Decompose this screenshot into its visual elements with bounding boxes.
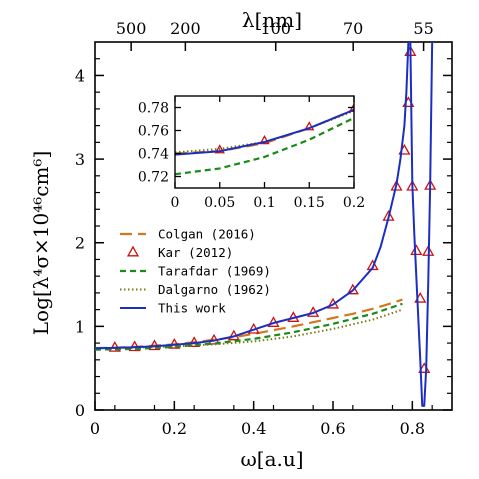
x-tick-label: 0.6 xyxy=(320,419,345,438)
legend-group: Colgan (2016) Kar (2012) Tarafdar (1969) Da… xyxy=(120,227,271,316)
inset-x-tick-label: 0.05 xyxy=(204,195,235,211)
inset-x-tick-label: 0 xyxy=(171,195,180,211)
x-tick-label: 0.2 xyxy=(162,419,187,438)
main-kar-2012-marker xyxy=(108,341,121,352)
inset-group: 0 0.05 0.1 0.15 0.2 0.72 0.74 0.76 0.78 xyxy=(138,95,365,211)
inset-this-work-line xyxy=(175,108,354,156)
inset-x-tick-label: 0.15 xyxy=(294,195,325,211)
main-kar-2012-marker xyxy=(366,259,379,271)
inset-tarafdar-1969-line xyxy=(175,116,354,176)
top-axis-label: λ[nm] xyxy=(242,8,302,32)
inset-kar-2012-marker xyxy=(214,144,225,154)
x-axis-label: ω[a.u] xyxy=(240,447,303,471)
inset-kar-2012-marker xyxy=(304,121,315,131)
legend-tarafdar-1969-label: Tarafdar (1969) xyxy=(158,264,271,279)
y-tick-label: 3 xyxy=(75,150,85,169)
y-tick-label: 2 xyxy=(75,234,85,253)
main-plot xyxy=(95,42,437,407)
top-tick-label: 100 xyxy=(260,19,291,38)
main-tarafdar-1969-line xyxy=(95,302,403,351)
top-tick-label: 55 xyxy=(413,19,433,38)
inset-y-tick-label: 0.74 xyxy=(138,147,169,163)
inset-x-tick-label: 0.2 xyxy=(343,195,365,211)
main-kar-2012-marker xyxy=(390,179,403,191)
main-dalgarno-1962-line xyxy=(95,308,403,350)
inset-y-tick-label: 0.72 xyxy=(138,170,169,186)
x-tick-label: 0.4 xyxy=(241,419,266,438)
inset-y-tick-label: 0.76 xyxy=(138,124,169,140)
y-axis-label: Log[λ⁴σ×10⁴⁶cm⁶] xyxy=(29,151,53,336)
legend-colgan-2016-label: Colgan (2016) xyxy=(158,227,256,242)
legend-this-work-label: This work xyxy=(158,301,226,316)
top-tick-label: 500 xyxy=(116,19,147,38)
y-tick-label: 4 xyxy=(75,66,85,85)
main-this-work-line xyxy=(95,42,435,407)
inset-frame xyxy=(174,95,355,189)
main-axes: 0 0.2 0.4 0.6 0.8 0 1 2 3 4 500 200 100 70 55 xyxy=(75,19,453,438)
main-frame xyxy=(94,41,453,411)
y-tick-label: 1 xyxy=(75,317,85,336)
top-tick-label: 70 xyxy=(343,19,363,38)
legend-kar-2012-marker xyxy=(126,245,140,257)
y-tick-label: 0 xyxy=(75,401,85,420)
main-colgan-2016-line xyxy=(95,298,403,350)
x-tick-label: 0.8 xyxy=(400,419,425,438)
inset-y-tick-label: 0.78 xyxy=(138,101,169,117)
top-tick-label: 200 xyxy=(170,19,201,38)
inset-kar-2012-marker xyxy=(259,135,270,145)
main-kar-2012-marker xyxy=(346,283,359,295)
x-tick-label: 0 xyxy=(90,419,100,438)
inset-x-tick-label: 0.1 xyxy=(253,195,275,211)
inset-plot xyxy=(175,102,354,176)
legend-dalgarno-1962-label: Dalgarno (1962) xyxy=(158,282,271,297)
main-kar-2012-marker xyxy=(410,244,423,256)
legend-kar-2012-label: Kar (2012) xyxy=(158,245,233,260)
